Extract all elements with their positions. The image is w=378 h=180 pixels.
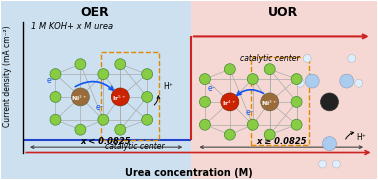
Text: 1 M KOH+ x M urea: 1 M KOH+ x M urea [31, 22, 113, 31]
Ellipse shape [247, 74, 258, 85]
Ellipse shape [322, 137, 336, 150]
Ellipse shape [200, 74, 211, 85]
Text: x < 0.0825: x < 0.0825 [81, 137, 132, 146]
Text: Ni$^{3+}$: Ni$^{3+}$ [260, 98, 277, 107]
Text: e⁻: e⁻ [46, 76, 55, 85]
Text: e⁻: e⁻ [245, 108, 254, 117]
Ellipse shape [111, 88, 129, 106]
Ellipse shape [264, 64, 275, 75]
Ellipse shape [50, 69, 61, 80]
Bar [251, 57, 308, 145]
Ellipse shape [332, 160, 340, 168]
Ellipse shape [225, 129, 235, 140]
Ellipse shape [50, 91, 61, 102]
Ellipse shape [305, 74, 319, 88]
FancyBboxPatch shape [1, 1, 191, 179]
Ellipse shape [98, 114, 109, 125]
Ellipse shape [98, 69, 109, 80]
Ellipse shape [261, 93, 279, 111]
Ellipse shape [71, 88, 89, 106]
Bar [101, 52, 159, 140]
Text: e⁻: e⁻ [208, 84, 216, 93]
Text: Ni$^{3+}$: Ni$^{3+}$ [71, 93, 88, 103]
Ellipse shape [348, 54, 356, 62]
Text: Urea concentration (M): Urea concentration (M) [125, 168, 253, 177]
Text: OER: OER [81, 6, 109, 19]
Ellipse shape [340, 74, 354, 88]
Ellipse shape [142, 91, 153, 102]
Ellipse shape [75, 59, 86, 70]
Ellipse shape [319, 160, 327, 168]
Text: H⁺: H⁺ [356, 133, 366, 142]
Text: catalytic center: catalytic center [240, 54, 299, 63]
Text: Current density (mA cm⁻²): Current density (mA cm⁻²) [3, 25, 12, 127]
Ellipse shape [296, 79, 304, 87]
Ellipse shape [50, 114, 61, 125]
Ellipse shape [200, 96, 211, 107]
Ellipse shape [225, 64, 235, 75]
Text: catalytic center: catalytic center [105, 142, 165, 151]
Ellipse shape [115, 124, 126, 135]
Text: x ≥ 0.0825: x ≥ 0.0825 [256, 137, 307, 146]
Ellipse shape [291, 96, 302, 107]
Text: UOR: UOR [268, 6, 298, 19]
Ellipse shape [115, 59, 126, 70]
Ellipse shape [264, 129, 275, 140]
FancyBboxPatch shape [191, 1, 377, 179]
Ellipse shape [355, 79, 363, 87]
Ellipse shape [303, 54, 311, 62]
Ellipse shape [247, 119, 258, 130]
Ellipse shape [142, 114, 153, 125]
Ellipse shape [200, 119, 211, 130]
Ellipse shape [75, 124, 86, 135]
Ellipse shape [291, 74, 302, 85]
Text: H⁺: H⁺ [163, 82, 173, 91]
Text: Ir$^{4+}$: Ir$^{4+}$ [222, 98, 236, 107]
Ellipse shape [221, 93, 239, 111]
Ellipse shape [291, 119, 302, 130]
Text: e⁻: e⁻ [96, 103, 105, 112]
Ellipse shape [142, 69, 153, 80]
Text: Ir$^{5+}$: Ir$^{5+}$ [112, 93, 126, 103]
Ellipse shape [321, 93, 338, 111]
